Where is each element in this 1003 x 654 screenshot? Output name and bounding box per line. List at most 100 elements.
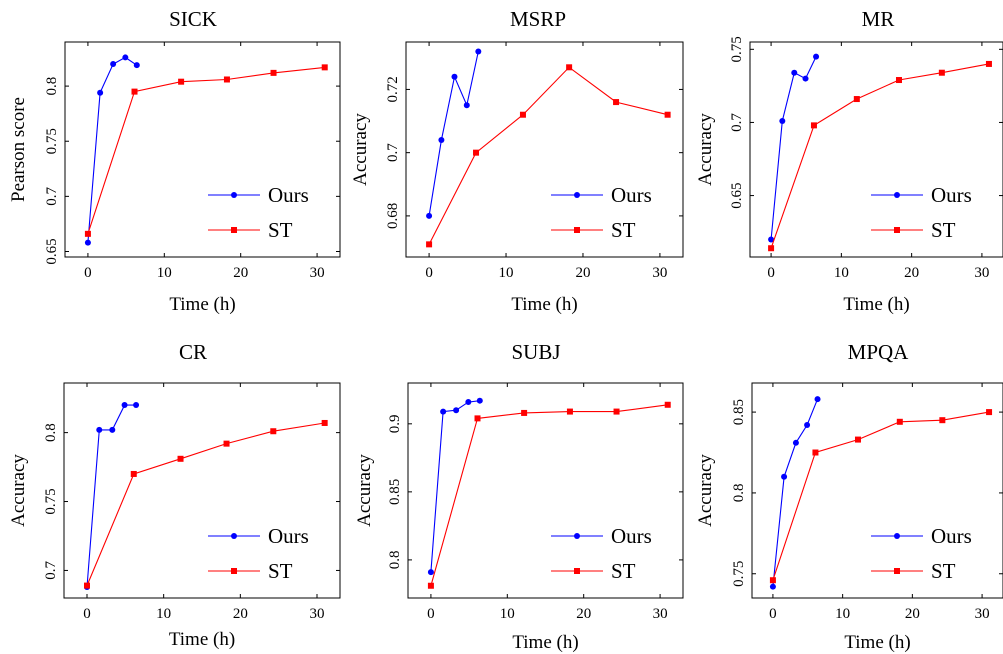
y-tick-label: 0.68 [385,203,401,229]
y-tick-label: 0.65 [729,182,745,208]
y-tick-label: 0.7 [44,186,60,205]
y-axis-label: Accuracy [354,454,375,527]
data-point-ours [440,408,447,415]
legend-label-ours: Ours [268,183,309,207]
y-tick-label: 0.75 [729,36,745,62]
data-point-st [664,401,671,408]
data-point-st [812,449,819,456]
x-tick-label: 20 [233,265,248,281]
data-point-ours [475,48,482,55]
data-point-ours [122,54,129,61]
x-tick-label: 10 [500,606,515,622]
data-point-ours [453,407,460,414]
series-line-ours [87,56,138,243]
data-point-st [519,111,526,118]
x-tick-label: 30 [310,265,325,281]
legend-marker-ours [231,533,237,539]
x-tick-label: 0 [427,606,435,622]
chart-title: SICK [169,7,217,31]
x-tick-label: 0 [769,606,777,622]
x-tick-label: 10 [835,606,850,622]
data-point-st [664,111,671,118]
chart-title: CR [179,340,207,364]
legend-label-ours: Ours [268,524,309,548]
legend-label-ours: Ours [611,524,652,548]
data-point-st [223,76,230,83]
data-point-ours [451,73,458,80]
y-tick-label: 0.75 [731,561,747,587]
data-point-ours [84,239,91,246]
legend-marker-st [574,227,580,233]
y-tick-label: 0.85 [387,479,403,505]
data-point-ours [476,397,483,404]
plot-frame [407,382,684,599]
y-tick-label: 0.7 [43,561,59,580]
data-point-ours [438,137,445,144]
legend-marker-ours [894,533,900,539]
x-axis-label: Time (h) [512,632,578,653]
data-point-st [427,582,434,589]
data-point-st [938,69,945,76]
legend-marker-ours [231,192,237,198]
data-point-st [270,428,277,435]
data-point-st [986,409,993,416]
data-point-st [321,64,328,71]
data-point-st [270,69,277,76]
chart-panel-subj: SUBJ 0 10 20 30 0.8 0.85 0.9 Time (h) Accuracy Our… [354,340,684,653]
x-tick-label: 0 [425,265,433,281]
data-point-st [321,419,328,426]
data-point-st [426,241,433,248]
x-axis-label: Time (h) [843,294,909,315]
data-point-ours [133,402,140,409]
data-point-st [130,470,137,477]
series-line-st [772,411,990,581]
y-tick-label: 0.8 [731,484,747,503]
y-axis-label: Accuracy [8,454,29,527]
x-tick-label: 20 [576,606,591,622]
chart-title: MSRP [510,7,566,31]
legend-label-st: ST [268,218,293,242]
data-point-ours [110,61,117,68]
x-tick-label: 0 [84,265,92,281]
y-tick-label: 0.85 [731,399,747,425]
data-point-ours [781,473,788,480]
y-axis-label: Accuracy [695,454,716,527]
legend-label-st: ST [931,218,956,242]
x-tick-label: 20 [905,606,920,622]
legend-label-ours: Ours [611,183,652,207]
legend-marker-st [894,227,900,233]
data-point-st [810,122,817,129]
chart-panel-msrp: MSRP 0 10 20 30 0.68 0.7 0.72 Time (h) Accuracy Ou… [350,7,684,315]
legend-marker-st [894,568,900,574]
data-point-st [613,99,620,106]
plot-frame [749,41,1003,258]
legend-marker-ours [574,533,580,539]
data-point-ours [814,396,821,403]
chart-panel-mpqa: MPQA 0 10 20 30 0.75 0.8 0.85 Time (h) Accuracy Ou… [695,340,1003,653]
data-point-st [896,418,903,425]
x-tick-label: 30 [975,606,990,622]
plot-frame [63,382,341,599]
data-point-ours [121,402,128,409]
legend-label-st: ST [611,218,636,242]
legend-label-st: ST [931,559,956,583]
data-point-st [853,96,860,103]
x-tick-label: 10 [156,606,171,622]
data-point-ours [465,399,472,406]
data-point-st [178,78,185,85]
x-tick-label: 0 [767,265,775,281]
legend-label-st: ST [611,559,636,583]
x-tick-label: 20 [233,606,248,622]
data-point-ours [427,569,434,576]
y-tick-label: 0.9 [387,414,403,433]
y-axis-label: Pearson score [8,97,29,202]
x-tick-label: 30 [653,606,668,622]
legend-marker-st [231,568,237,574]
y-axis-label: Accuracy [350,113,371,186]
y-tick-label: 0.75 [44,128,60,154]
data-point-ours [804,422,811,429]
y-axis-label: Accuracy [695,113,716,186]
data-point-ours [426,212,433,219]
x-tick-label: 30 [652,265,667,281]
